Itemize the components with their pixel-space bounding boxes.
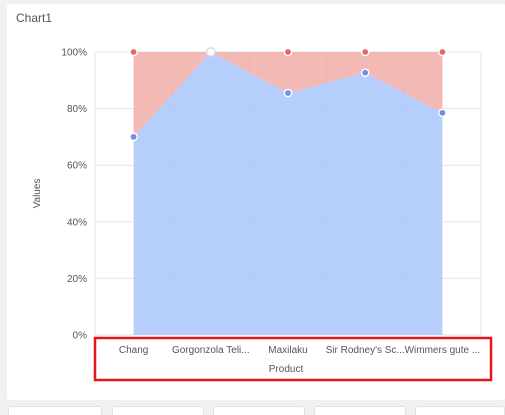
y-tick-label: 60% (67, 161, 87, 172)
x-tick-label: Maxilaku (268, 345, 307, 356)
series-areas (133, 52, 443, 335)
x-tick-label: Chang (119, 345, 148, 356)
chart-title: Chart1 (16, 11, 53, 25)
x-axis-highlight-box (93, 336, 493, 382)
footer-tab[interactable] (213, 406, 305, 415)
y-tick-label: 20% (67, 274, 87, 285)
series-1-marker (129, 132, 138, 142)
series-1-marker (360, 68, 370, 77)
footer-tab[interactable] (415, 406, 505, 415)
x-axis-title: Product (269, 364, 304, 375)
x-tick-label: Sir Rodney's Sc... (326, 345, 405, 356)
series-2-marker (360, 47, 370, 57)
footer-tab[interactable] (8, 406, 102, 415)
series-2-marker (283, 47, 293, 57)
footer-tab[interactable] (314, 406, 406, 415)
series-2-marker (438, 47, 447, 57)
y-tick-label: 0% (73, 331, 88, 342)
y-tick-label: 80% (67, 104, 87, 115)
series-1-area (133, 52, 443, 335)
series-1-marker (283, 88, 293, 98)
y-axis-title: Values (32, 179, 43, 209)
footer-tabs (0, 406, 505, 415)
x-tick-label: Gorgonzola Teli... (172, 345, 250, 356)
y-tick-label: 100% (61, 48, 87, 59)
series-2-area (133, 52, 443, 137)
data-markers (129, 47, 447, 142)
footer-tab[interactable] (112, 406, 204, 415)
x-axis-ticks: Chang Gorgonzola Teli... Maxilaku Sir Rodne… (119, 345, 480, 356)
series-1-marker (438, 108, 447, 118)
y-tick-label: 40% (67, 217, 87, 228)
series-2-marker (129, 47, 138, 57)
x-tick-label: Wimmers gute ... (405, 345, 481, 356)
series-2-marker (205, 47, 216, 57)
y-axis-ticks: 0% 20% 40% 60% 80% 100% (61, 48, 87, 342)
